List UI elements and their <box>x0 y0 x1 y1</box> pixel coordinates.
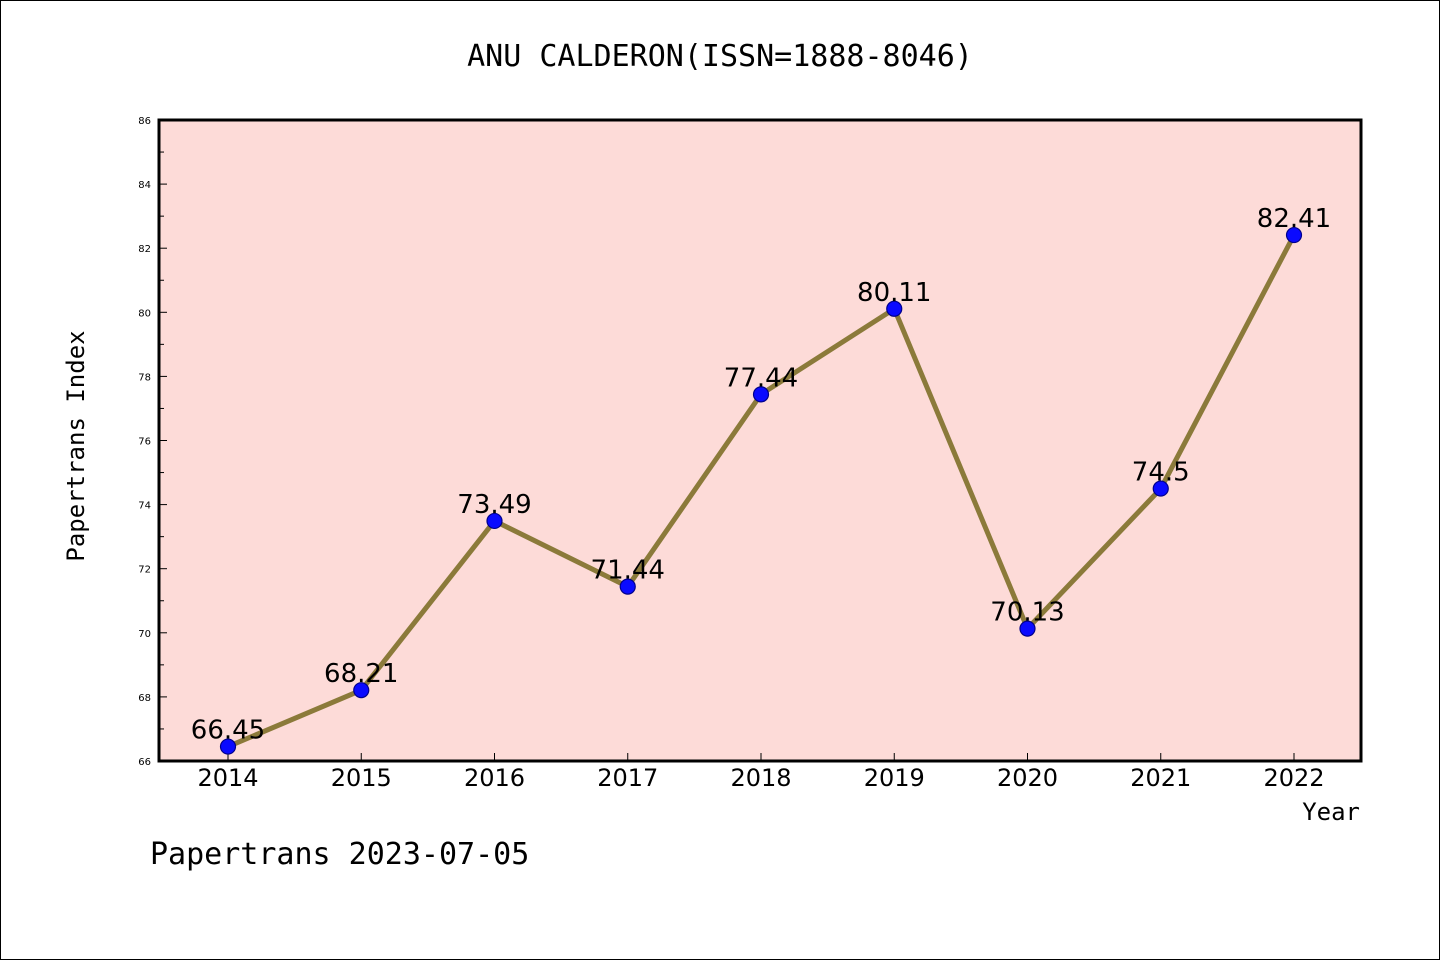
data-point <box>486 512 503 530</box>
y-tick-label: 86 <box>138 116 151 127</box>
data-label: 70.13 <box>990 598 1064 628</box>
data-point <box>353 682 370 699</box>
x-tick-label: 2016 <box>464 764 525 792</box>
data-point <box>752 386 770 403</box>
x-tick-label: 2014 <box>197 764 258 792</box>
data-label: 82.41 <box>1257 204 1331 234</box>
y-axis-label: Papertrans Index <box>62 330 90 561</box>
data-point <box>619 578 636 595</box>
y-tick-label: 70 <box>138 629 151 640</box>
y-tick-label: 74 <box>138 501 151 512</box>
y-tick-label: 80 <box>138 308 151 319</box>
chart-title: ANU CALDERON(ISSN=1888-8046) <box>467 39 973 74</box>
data-label-group: 66.45 68.21 73.49 71.44 77.44 80.11 70.13 74.5 8… <box>191 204 1331 746</box>
y-tick-label: 72 <box>138 565 151 576</box>
x-tick-label: 2019 <box>864 764 925 792</box>
x-tick-label: 2022 <box>1263 764 1324 792</box>
y-tick-label: 82 <box>138 244 151 255</box>
data-point-group <box>219 226 1303 755</box>
data-label: 71.44 <box>591 556 665 586</box>
y-axis: 66 68 70 72 74 76 78 80 82 84 86 <box>138 116 167 768</box>
data-point <box>219 738 237 755</box>
footer-text: Papertrans 2023-07-05 <box>150 837 529 872</box>
x-tick-label: 2015 <box>331 764 392 792</box>
x-tick-label: 2021 <box>1130 764 1191 792</box>
data-label: 80.11 <box>857 278 931 308</box>
data-point <box>886 300 903 317</box>
data-point <box>1285 226 1303 244</box>
y-tick-label: 78 <box>138 372 151 383</box>
x-tick-label: 2017 <box>597 764 658 792</box>
x-tick-label: 2020 <box>997 764 1058 792</box>
data-point <box>1152 480 1169 497</box>
data-label: 74.5 <box>1132 458 1190 488</box>
x-tick-label: 2018 <box>730 764 791 792</box>
x-axis: 2014 2015 2016 2017 2018 2019 2020 2021 2022 <box>197 753 1325 792</box>
x-axis-label: Year <box>1302 798 1360 826</box>
data-label: 77.44 <box>724 363 798 393</box>
y-tick-label: 76 <box>138 437 151 448</box>
y-tick-label: 68 <box>138 693 151 704</box>
data-label: 73.49 <box>457 490 531 520</box>
data-point <box>1019 620 1036 637</box>
data-label: 68.21 <box>324 659 398 689</box>
y-tick-label: 66 <box>138 757 151 768</box>
y-tick-label: 84 <box>138 180 151 191</box>
plot-area <box>157 118 1363 763</box>
data-label: 66.45 <box>191 716 265 746</box>
